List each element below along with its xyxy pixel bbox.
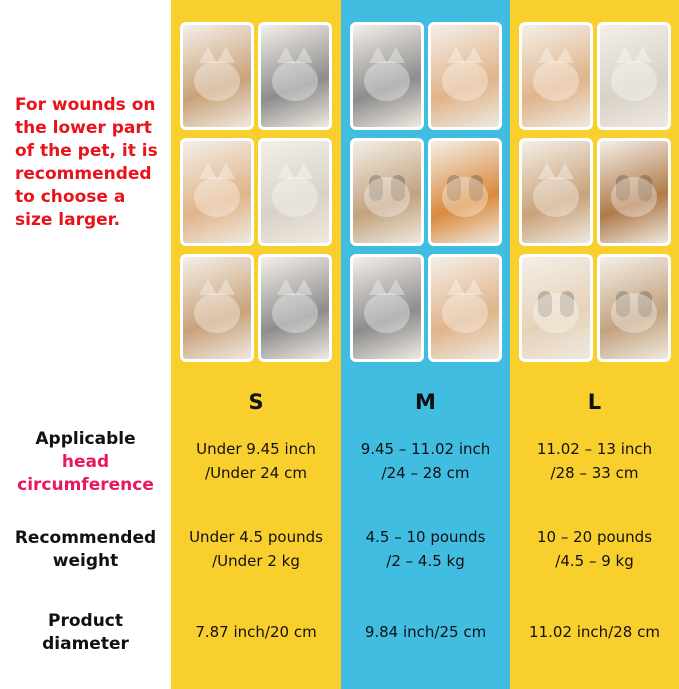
value-line: /Under 2 kg: [212, 552, 300, 570]
weight-value: Under 4.5 pounds/Under 2 kg: [171, 525, 341, 573]
value-line: 9.45 – 11.02 inch: [360, 440, 491, 458]
label-head-circumference: Applicable head circumference: [0, 428, 171, 497]
pet-photo-grid: [350, 22, 502, 362]
weight-value: 10 – 20 pounds/4.5 – 9 kg: [510, 525, 679, 573]
cat-photo: [180, 254, 254, 362]
cat-photo: [180, 138, 254, 246]
diameter-value: 9.84 inch/25 cm: [364, 623, 487, 641]
value-line: /28 – 33 cm: [550, 464, 639, 482]
cat-photo: [597, 22, 671, 130]
size-label: S: [248, 390, 264, 414]
value-line: /2 – 4.5 kg: [386, 552, 465, 570]
value-line: /24 – 28 cm: [381, 464, 470, 482]
dog-photo: [350, 138, 424, 246]
label-weight: Recommended weight: [0, 527, 171, 573]
label-line: weight: [52, 551, 119, 571]
label-diameter: Product diameter: [0, 610, 171, 656]
cat-photo: [258, 22, 332, 130]
diameter-value: 11.02 inch/28 cm: [529, 623, 660, 641]
head-circumference-value: 9.45 – 11.02 inch/24 – 28 cm: [341, 437, 510, 485]
head-circumference-value: Under 9.45 inch/Under 24 cm: [171, 437, 341, 485]
label-line: circumference: [17, 475, 154, 495]
value-line: 4.5 – 10 pounds: [365, 528, 486, 546]
size-note: For wounds on the lower part of the pet,…: [15, 95, 158, 230]
cat-photo: [350, 254, 424, 362]
label-line: Recommended: [14, 528, 157, 548]
dog-photo: [428, 138, 502, 246]
size-label: M: [415, 390, 436, 414]
size-column-m: M 9.45 – 11.02 inch/24 – 28 cm 4.5 – 10 po…: [341, 0, 510, 689]
dog-photo: [519, 254, 593, 362]
pet-photo-grid: [180, 22, 332, 362]
value-line: 10 – 20 pounds: [536, 528, 653, 546]
value-line: /4.5 – 9 kg: [555, 552, 634, 570]
label-line: head: [61, 452, 110, 472]
dog-photo: [597, 254, 671, 362]
cat-photo: [180, 22, 254, 130]
label-line: diameter: [42, 634, 129, 654]
size-label: L: [587, 390, 602, 414]
cat-photo: [258, 138, 332, 246]
dog-photo: [597, 138, 671, 246]
cat-photo: [428, 22, 502, 130]
label-line: Product: [48, 611, 123, 631]
cat-photo: [519, 138, 593, 246]
cat-photo: [258, 254, 332, 362]
head-circumference-value: 11.02 – 13 inch/28 – 33 cm: [510, 437, 679, 485]
size-column-s: S Under 9.45 inch/Under 24 cm Under 4.5 po…: [171, 0, 341, 689]
value-line: Under 4.5 pounds: [189, 528, 323, 546]
size-column-l: L 11.02 – 13 inch/28 – 33 cm 10 – 20 pound…: [510, 0, 679, 689]
diameter-value: 7.87 inch/20 cm: [195, 623, 317, 641]
value-line: /Under 24 cm: [205, 464, 307, 482]
pet-photo-grid: [519, 22, 671, 362]
cat-photo: [519, 22, 593, 130]
value-line: Under 9.45 inch: [196, 440, 316, 458]
value-line: 11.02 – 13 inch: [536, 440, 653, 458]
weight-value: 4.5 – 10 pounds/2 – 4.5 kg: [341, 525, 510, 573]
label-line: Applicable: [35, 429, 136, 449]
cat-photo: [350, 22, 424, 130]
cat-photo: [428, 254, 502, 362]
